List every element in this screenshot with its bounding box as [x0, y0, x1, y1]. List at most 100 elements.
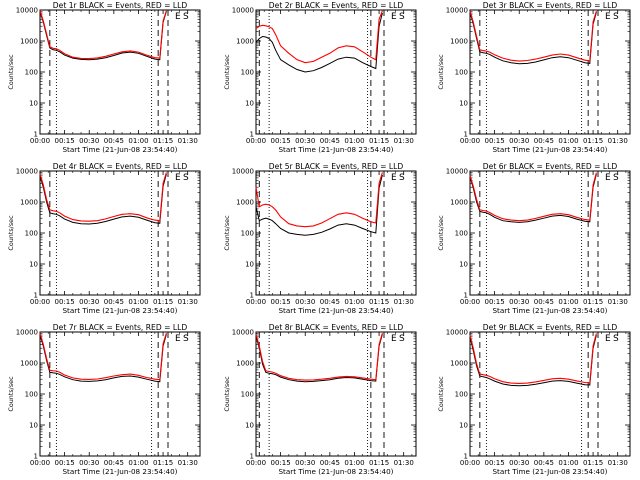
x-tick-label: 00:00	[246, 137, 266, 145]
x-tick-label: 00:45	[320, 459, 340, 467]
y-tick-label: 10000	[16, 168, 38, 176]
y-tick-label: 100	[455, 69, 468, 77]
marker-label-s: S	[613, 12, 619, 22]
y-tick-label: 10	[459, 261, 468, 269]
marker-label-s: S	[399, 173, 405, 183]
y-tick-label: 1	[464, 131, 468, 139]
x-tick-label: 00:15	[485, 137, 505, 145]
x-axis-label: Start Time (21-Jun-08 23:54:40)	[278, 467, 393, 476]
marker-label-s: S	[613, 173, 619, 183]
x-tick-label: 00:45	[534, 459, 554, 467]
x-tick-label: 00:30	[295, 298, 315, 306]
y-tick-label: 1000	[236, 199, 254, 207]
x-tick-label: 00:00	[460, 298, 480, 306]
x-axis-label: Start Time (21-Jun-08 23:54:40)	[492, 467, 607, 476]
x-tick-label: 00:00	[246, 298, 266, 306]
y-tick-label: 1	[34, 292, 38, 300]
marker-label-e: E	[175, 334, 181, 344]
y-tick-label: 10	[29, 261, 38, 269]
panel-8: Det 8r BLACK = Events, RED = LLD 1 10 100 10…	[223, 323, 417, 476]
y-axis-label: Counts/sec	[437, 376, 445, 412]
x-tick-label: 00:45	[104, 298, 124, 306]
x-tick-label: 01:15	[583, 298, 603, 306]
marker-label-e: E	[175, 173, 181, 183]
marker-label-e: E	[391, 12, 397, 22]
panel-9: Det 9r BLACK = Events, RED = LLD 1 10 100 10…	[437, 323, 631, 476]
x-tick-label: 00:15	[271, 459, 291, 467]
series-line-lld	[255, 10, 383, 64]
series-line-lld	[39, 10, 167, 60]
x-axis-label: Start Time (21-Jun-08 23:54:40)	[492, 145, 607, 154]
x-tick-label: 00:30	[509, 137, 529, 145]
x-tick-label: 01:15	[583, 137, 603, 145]
x-tick-label: 00:15	[485, 298, 505, 306]
x-tick-label: 00:30	[295, 137, 315, 145]
panel-4: Det 4r BLACK = Events, RED = LLD 1 10 100 10…	[7, 162, 201, 315]
series-line-events	[469, 334, 597, 387]
x-tick-label: 01:30	[178, 298, 198, 306]
y-tick-label: 10000	[232, 7, 254, 15]
x-tick-label: 00:30	[79, 137, 99, 145]
y-axis-label: Counts/sec	[223, 215, 231, 251]
x-tick-label: 01:00	[558, 298, 578, 306]
y-tick-label: 100	[25, 69, 38, 77]
series-line-lld	[39, 172, 167, 222]
x-tick-label: 01:30	[608, 137, 628, 145]
series-line-events	[255, 334, 383, 383]
x-tick-label: 00:30	[79, 459, 99, 467]
y-tick-label: 1	[464, 453, 468, 461]
x-axis-label: Start Time (21-Jun-08 23:54:40)	[62, 467, 177, 476]
x-axis-label: Start Time (21-Jun-08 23:54:40)	[278, 306, 393, 315]
x-tick-label: 01:15	[369, 137, 389, 145]
x-tick-label: 00:30	[295, 459, 315, 467]
x-tick-label: 00:45	[320, 298, 340, 306]
y-tick-label: 100	[241, 69, 254, 77]
y-tick-label: 10000	[446, 329, 468, 337]
x-tick-label: 01:30	[394, 137, 414, 145]
marker-label-e: E	[605, 12, 611, 22]
marker-label-s: S	[183, 173, 189, 183]
x-tick-label: 00:00	[30, 298, 50, 306]
series-line-lld	[469, 172, 597, 222]
series-line-events	[255, 174, 383, 236]
y-tick-label: 1000	[450, 38, 468, 46]
x-tick-label: 00:45	[534, 137, 554, 145]
x-axis-label: Start Time (21-Jun-08 23:54:40)	[278, 145, 393, 154]
plot-frame	[469, 170, 631, 296]
plot-frame	[39, 331, 201, 457]
chart-title: Det 5r BLACK = Events, RED = LLD	[269, 162, 404, 171]
chart-title: Det 8r BLACK = Events, RED = LLD	[269, 323, 404, 332]
x-tick-label: 00:30	[509, 459, 529, 467]
y-tick-label: 1000	[236, 38, 254, 46]
series-line-events	[255, 12, 383, 73]
x-tick-label: 01:30	[394, 298, 414, 306]
y-tick-label: 1000	[236, 360, 254, 368]
x-tick-label: 01:00	[128, 298, 148, 306]
y-tick-label: 1000	[450, 199, 468, 207]
x-tick-label: 01:00	[558, 459, 578, 467]
y-axis-label: Counts/sec	[437, 54, 445, 90]
x-tick-label: 00:15	[55, 298, 75, 306]
marker-label-s: S	[183, 334, 189, 344]
x-tick-label: 01:00	[128, 137, 148, 145]
y-tick-label: 1	[250, 453, 254, 461]
x-tick-label: 01:15	[153, 137, 173, 145]
marker-label-e: E	[391, 173, 397, 183]
y-axis-label: Counts/sec	[223, 376, 231, 412]
y-tick-label: 10000	[16, 329, 38, 337]
x-tick-label: 01:00	[344, 298, 364, 306]
y-tick-label: 100	[455, 391, 468, 399]
chart-title: Det 2r BLACK = Events, RED = LLD	[269, 1, 404, 10]
marker-label-s: S	[183, 12, 189, 22]
y-axis-label: Counts/sec	[437, 215, 445, 251]
x-tick-label: 00:00	[460, 459, 480, 467]
y-axis-label: Counts/sec	[7, 215, 15, 251]
x-tick-label: 00:15	[485, 459, 505, 467]
y-tick-label: 10	[459, 422, 468, 430]
plot-frame	[39, 170, 201, 296]
marker-label-e: E	[605, 334, 611, 344]
x-tick-label: 01:00	[344, 137, 364, 145]
series-line-lld	[469, 333, 597, 384]
y-tick-label: 10	[245, 422, 254, 430]
